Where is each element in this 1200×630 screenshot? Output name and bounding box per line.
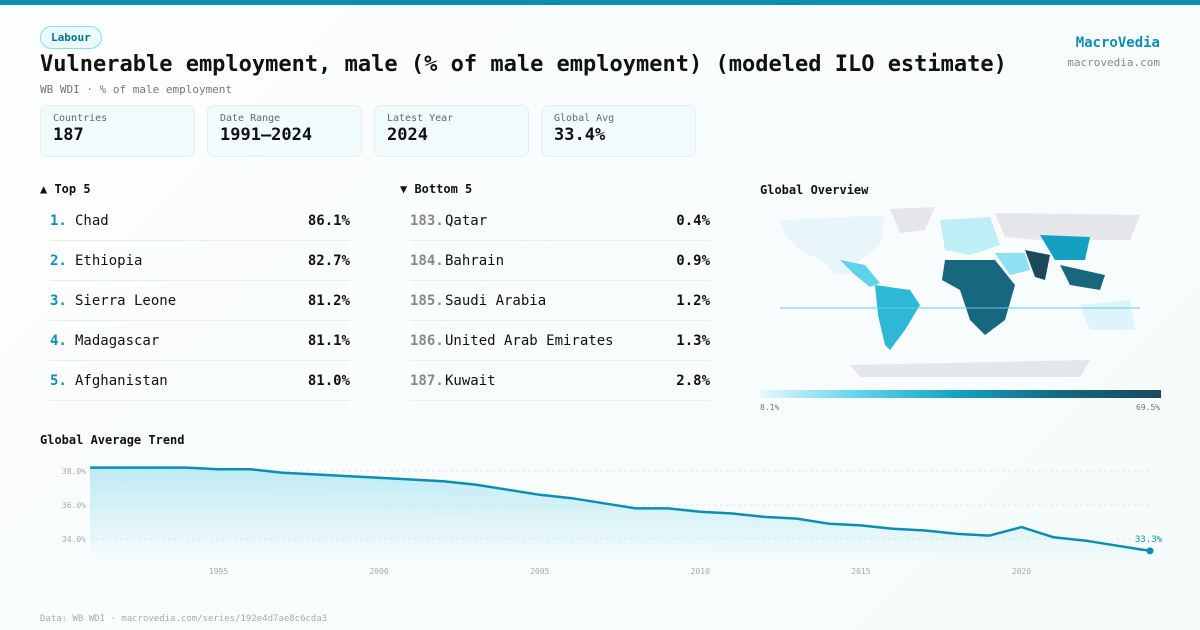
rank: 185.: [410, 292, 444, 309]
world-map[interactable]: [760, 205, 1161, 385]
stat-label: Countries: [53, 113, 108, 124]
stat-value: 2024: [387, 125, 428, 145]
country-name: Afghanistan: [75, 372, 168, 389]
ranking-row[interactable]: 183. Qatar 0.4%: [410, 201, 710, 241]
country-name: Kuwait: [445, 372, 496, 389]
ranking-row[interactable]: 185. Saudi Arabia 1.2%: [410, 281, 710, 321]
country-name: United Arab Emirates: [445, 332, 614, 349]
stat-card-countries: Countries 187: [40, 105, 195, 157]
rank: 1.: [50, 212, 67, 229]
end-point: [1146, 547, 1154, 555]
ranking-row[interactable]: 184. Bahrain 0.9%: [410, 241, 710, 281]
map-heading: Global Overview: [760, 183, 869, 197]
ranking-row[interactable]: 187. Kuwait 2.8%: [410, 361, 710, 401]
brand-logo[interactable]: MacroVedia: [1075, 35, 1160, 51]
x-tick-label: 2005: [530, 567, 549, 576]
stat-value: 1991–2024: [220, 125, 313, 145]
y-tick-label: 36.0%: [62, 501, 86, 510]
page-title: Vulnerable employment, male (% of male e…: [40, 52, 1007, 77]
ranking-row[interactable]: 1. Chad 86.1%: [50, 201, 350, 241]
x-tick-label: 1995: [209, 567, 228, 576]
trend-heading: Global Average Trend: [40, 433, 185, 447]
footer-source: Data: WB WDI · macrovedia.com/series/192…: [40, 614, 328, 624]
rank: 184.: [410, 252, 444, 269]
stat-card-latest-year: Latest Year 2024: [374, 105, 529, 157]
ranking-row[interactable]: 186. United Arab Emirates 1.3%: [410, 321, 710, 361]
brand-url[interactable]: macrovedia.com: [1067, 56, 1160, 69]
stat-label: Date Range: [220, 113, 281, 124]
ranking-row[interactable]: 2. Ethiopia 82.7%: [50, 241, 350, 281]
legend-max: 69.5%: [1136, 403, 1161, 412]
rank: 187.: [410, 372, 444, 389]
country-value: 82.7%: [307, 252, 350, 269]
end-value-label: 33.3%: [1135, 535, 1163, 545]
rank: 3.: [50, 292, 67, 309]
country-value: 86.1%: [307, 212, 350, 229]
south-america: [875, 285, 920, 350]
africa: [942, 260, 1015, 335]
russia: [995, 213, 1140, 240]
stat-value: 33.4%: [554, 125, 606, 145]
category-tag[interactable]: Labour: [40, 26, 102, 49]
rank: 183.: [410, 212, 444, 229]
country-value: 81.2%: [307, 292, 350, 309]
rank: 2.: [50, 252, 67, 269]
country-value: 1.3%: [676, 332, 710, 349]
stat-value: 187: [53, 125, 84, 145]
rank: 5.: [50, 372, 67, 389]
x-tick-label: 2015: [851, 567, 870, 576]
stat-label: Latest Year: [387, 113, 454, 124]
australia: [1080, 300, 1135, 330]
page-subtitle: WB WDI · % of male employment: [40, 83, 233, 96]
top5-heading: ▲ Top 5: [40, 182, 91, 196]
country-value: 0.4%: [676, 212, 710, 229]
stat-card-date-range: Date Range 1991–2024: [207, 105, 362, 157]
country-value: 81.0%: [307, 372, 350, 389]
country-value: 0.9%: [676, 252, 710, 269]
y-tick-label: 34.0%: [62, 535, 86, 544]
area-fill: [90, 467, 1150, 560]
central-america: [840, 260, 880, 287]
rank: 186.: [410, 332, 444, 349]
top-accent-bar: [0, 0, 1200, 5]
country-name: Qatar: [445, 212, 488, 229]
europe: [940, 217, 1000, 255]
country-name: Chad: [75, 212, 109, 229]
trend-line: [90, 466, 1151, 553]
country-name: Bahrain: [445, 252, 505, 269]
ranking-row[interactable]: 4. Madagascar 81.1%: [50, 321, 350, 361]
ranking-row[interactable]: 3. Sierra Leone 81.2%: [50, 281, 350, 321]
antarctica: [850, 360, 1090, 377]
stat-label: Global Avg: [554, 113, 615, 124]
x-tick-label: 2000: [369, 567, 388, 576]
south-asia: [1025, 250, 1050, 280]
country-value: 81.1%: [307, 332, 350, 349]
country-value: 2.8%: [676, 372, 710, 389]
north-america: [780, 215, 885, 275]
x-tick-label: 2020: [1012, 567, 1031, 576]
stat-card-global-avg: Global Avg 33.4%: [541, 105, 696, 157]
legend-min: 8.1%: [760, 403, 780, 412]
china: [1040, 235, 1090, 260]
southeast-asia: [1060, 265, 1105, 290]
color-legend: [760, 390, 1161, 398]
greenland: [890, 207, 935, 233]
rank: 4.: [50, 332, 67, 349]
x-tick-label: 2010: [691, 567, 710, 576]
country-name: Saudi Arabia: [445, 292, 547, 309]
country-name: Madagascar: [75, 332, 160, 349]
country-name: Sierra Leone: [75, 292, 177, 309]
country-name: Ethiopia: [75, 252, 143, 269]
ranking-row[interactable]: 5. Afghanistan 81.0%: [50, 361, 350, 401]
country-value: 1.2%: [676, 292, 710, 309]
y-tick-label: 38.0%: [62, 467, 86, 476]
middle-east: [995, 253, 1030, 275]
bottom5-heading: ▼ Bottom 5: [400, 182, 473, 196]
trend-chart: 34.0% 36.0% 38.0% 1995 2000 2005 2010 2015 2020 3…: [62, 466, 1163, 576]
